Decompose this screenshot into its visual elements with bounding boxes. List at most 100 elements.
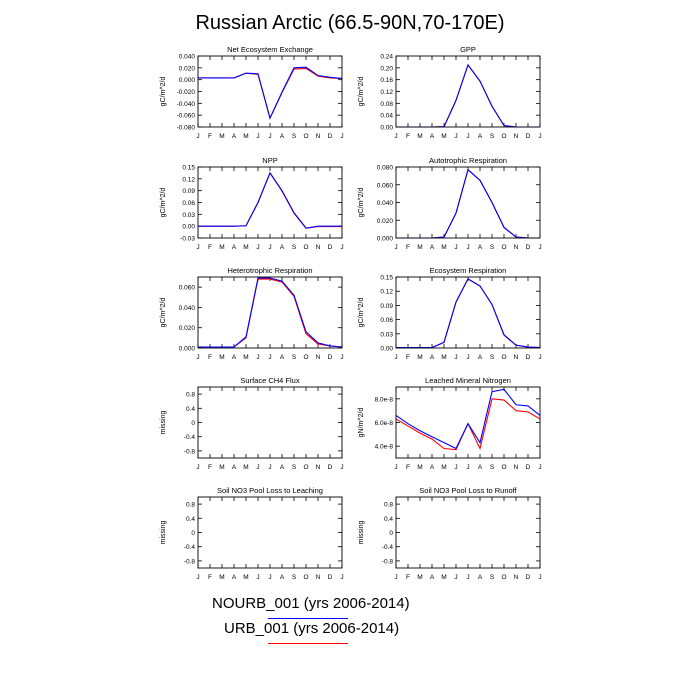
x-tick-label: O bbox=[303, 464, 308, 471]
plot-frame bbox=[197, 386, 343, 459]
y-tick-label: 0.00 bbox=[182, 224, 195, 231]
x-tick-label: J bbox=[196, 354, 199, 361]
x-tick-label: M bbox=[417, 574, 422, 581]
panel-5: Heterotrophic Respiration gC/m^2/d 0.060 0.… bbox=[160, 266, 344, 361]
legend-label-urb: URB_001 (yrs 2006-2014) bbox=[224, 620, 400, 637]
x-tick-label: M bbox=[243, 133, 248, 140]
y-tick-label: 0.060 bbox=[377, 182, 394, 189]
y-tick-label: 0.12 bbox=[380, 89, 393, 96]
panel-8: Leached Mineral Nitrogen gN/m^2/d 8.0e-8 6.… bbox=[358, 376, 542, 471]
x-tick-label: O bbox=[501, 133, 506, 140]
series-line-nourb-001 bbox=[396, 168, 540, 239]
y-tick-label: -0.040 bbox=[177, 101, 196, 108]
x-tick-label: M bbox=[441, 133, 446, 140]
x-tick-label: S bbox=[490, 354, 495, 361]
x-tick-label: J bbox=[466, 133, 469, 140]
x-tick-label: M bbox=[243, 354, 248, 361]
x-tick-label: S bbox=[292, 464, 297, 471]
x-tick-label: S bbox=[292, 244, 297, 251]
panel-title: NPP bbox=[262, 156, 277, 165]
x-tick-label: M bbox=[441, 354, 446, 361]
x-tick-label: J bbox=[268, 574, 271, 581]
x-tick-label: J bbox=[394, 133, 397, 140]
plot-frame bbox=[395, 55, 541, 128]
x-tick-label: A bbox=[430, 354, 435, 361]
x-tick-label: M bbox=[441, 464, 446, 471]
x-tick-label: A bbox=[478, 133, 483, 140]
x-tick-label: F bbox=[406, 244, 410, 251]
panel-2: GPPgC/m^2/d0.240.200.160.120.080.040.00J… bbox=[358, 45, 542, 140]
x-tick-label: M bbox=[219, 133, 224, 140]
x-tick-label: M bbox=[219, 574, 224, 581]
y-tick-label: 0.15 bbox=[182, 165, 195, 172]
y-axis-label: missing bbox=[160, 411, 167, 435]
x-tick-label: N bbox=[316, 133, 321, 140]
y-tick-label: -0.03 bbox=[180, 236, 195, 243]
panel-6: Ecosystem Respiration gC/m^2/d 0.15 0.12 0.0… bbox=[358, 266, 542, 361]
y-tick-label: 0.03 bbox=[380, 331, 393, 338]
plot-frame bbox=[197, 276, 343, 349]
x-tick-label: A bbox=[478, 354, 483, 361]
y-axis-label: missing bbox=[358, 521, 365, 545]
plot-frame bbox=[197, 55, 343, 128]
x-tick-label: S bbox=[292, 133, 297, 140]
x-tick-label: O bbox=[501, 574, 506, 581]
plot-frame bbox=[197, 496, 343, 569]
y-tick-label: -0.8 bbox=[382, 558, 394, 565]
x-tick-label: F bbox=[406, 133, 410, 140]
x-tick-label: N bbox=[316, 354, 321, 361]
panel-title: Soil NO3 Pool Loss to Runoff bbox=[419, 486, 517, 495]
x-tick-label: S bbox=[490, 244, 495, 251]
panel-10: Soil NO3 Pool Loss to Runoff missing 0.8 0.… bbox=[358, 486, 542, 581]
x-tick-label: S bbox=[490, 133, 495, 140]
x-tick-label: D bbox=[526, 354, 531, 361]
x-tick-label: M bbox=[243, 244, 248, 251]
x-tick-label: J bbox=[340, 244, 343, 251]
x-tick-label: J bbox=[256, 244, 259, 251]
y-tick-label: 0.08 bbox=[380, 101, 393, 108]
x-tick-label: M bbox=[219, 354, 224, 361]
series-line-urb-001 bbox=[198, 278, 343, 348]
series-line-urb-001 bbox=[396, 168, 540, 239]
x-tick-label: J bbox=[394, 244, 397, 251]
series-line-nourb-001 bbox=[395, 388, 541, 450]
y-tick-label: 0.000 bbox=[179, 77, 196, 84]
x-tick-label: O bbox=[303, 574, 308, 581]
plot-frame bbox=[395, 166, 541, 239]
x-tick-label: S bbox=[292, 574, 297, 581]
y-axis-label: gC/m^2/d bbox=[160, 298, 167, 328]
y-tick-label: 0.040 bbox=[377, 200, 394, 207]
y-tick-label: 0 bbox=[191, 530, 195, 537]
x-tick-label: F bbox=[208, 574, 212, 581]
y-tick-label: -0.8 bbox=[184, 448, 196, 455]
y-axis-label: gN/m^2/d bbox=[358, 408, 365, 438]
x-tick-label: D bbox=[328, 133, 333, 140]
series-line-nourb-001 bbox=[198, 171, 342, 229]
panel-title: Ecosystem Respiration bbox=[430, 266, 507, 275]
x-tick-label: S bbox=[292, 354, 297, 361]
y-tick-label: 0.06 bbox=[380, 317, 393, 324]
x-tick-label: J bbox=[256, 354, 259, 361]
y-tick-label: 0.4 bbox=[384, 516, 393, 523]
x-tick-label: A bbox=[280, 244, 285, 251]
y-axis-label: gC/m^2/d bbox=[160, 188, 167, 218]
y-tick-label: -0.060 bbox=[177, 113, 196, 120]
x-tick-label: J bbox=[340, 574, 343, 581]
x-tick-label: J bbox=[196, 464, 199, 471]
x-tick-label: J bbox=[466, 574, 469, 581]
x-tick-label: N bbox=[514, 354, 519, 361]
x-tick-label: M bbox=[417, 244, 422, 251]
panel-4: Autotrophic Respiration gC/m^2/d 0.080 0.06… bbox=[358, 156, 542, 251]
x-tick-label: J bbox=[340, 464, 343, 471]
panel-title: Heterotrophic Respiration bbox=[227, 266, 312, 275]
y-tick-label: 6.0e-8 bbox=[375, 420, 394, 427]
panel-7: Surface CH4 Flux missing 0.8 0.4 0 -0.4 -0.8 J F… bbox=[160, 376, 344, 471]
y-tick-label: 0.15 bbox=[380, 275, 393, 282]
x-tick-label: J bbox=[454, 574, 457, 581]
series-line-nourb-001 bbox=[396, 278, 541, 349]
series-line-urb-001 bbox=[198, 171, 342, 229]
x-tick-label: A bbox=[430, 133, 435, 140]
y-tick-label: 0.4 bbox=[186, 406, 195, 413]
x-tick-label: A bbox=[232, 464, 237, 471]
x-tick-label: J bbox=[454, 244, 457, 251]
